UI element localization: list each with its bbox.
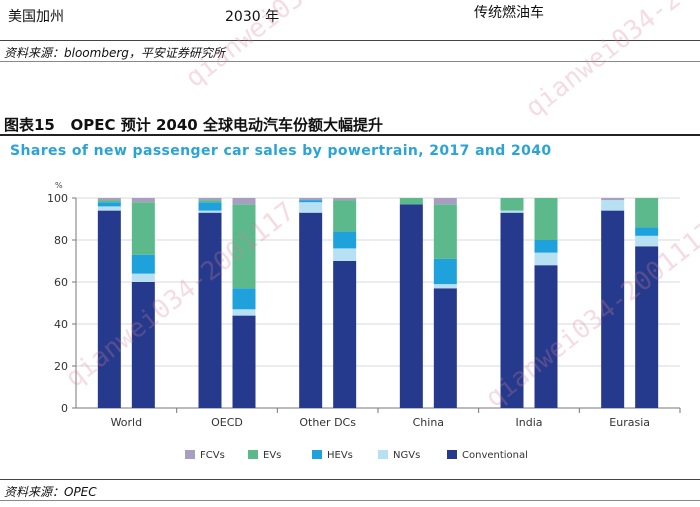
bar-segment-hevs-world-2040 — [131, 254, 155, 274]
bar-segment-fcvs-oecd-2040 — [232, 198, 256, 205]
bar-segment-evs-world-2017 — [97, 200, 121, 203]
y-tick-label: 0 — [61, 402, 68, 415]
bar-segment-ngvs-china-2040 — [433, 284, 457, 289]
bar-segment-ngvs-world-2017 — [97, 206, 121, 211]
bar-segment-fcvs-eurasia-2017 — [601, 198, 625, 201]
bar-segment-conventional-other-dcs-2017 — [299, 212, 323, 408]
bar-segment-evs-other-dcs-2040 — [333, 200, 357, 232]
bar-segment-hevs-oecd-2017 — [198, 202, 222, 211]
bar-segment-evs-oecd-2017 — [198, 200, 222, 203]
y-tick-label: 100 — [47, 192, 68, 205]
figure-title-text: OPEC 预计 2040 全球电动汽车份额大幅提升 — [70, 116, 383, 134]
figure-label: 图表15 — [4, 116, 55, 134]
y-tick-label: 80 — [54, 234, 68, 247]
bar-segment-ngvs-india-2040 — [534, 252, 558, 266]
bar-segment-evs-china-2017 — [399, 198, 423, 205]
bar-segment-conventional-china-2017 — [399, 204, 423, 408]
legend-label-conventional: Conventional — [462, 450, 528, 461]
bar-segment-conventional-other-dcs-2040 — [333, 261, 357, 408]
bar-segment-fcvs-oecd-2017 — [198, 198, 222, 201]
source-note-bottom: 资料来源：OPEC — [4, 485, 97, 499]
bar-segment-hevs-other-dcs-2040 — [333, 231, 357, 249]
bar-segment-conventional-oecd-2017 — [198, 212, 222, 408]
bar-segment-ngvs-india-2017 — [500, 210, 524, 213]
bar-segment-conventional-world-2017 — [97, 210, 121, 408]
bar-segment-fcvs-other-dcs-2017 — [299, 198, 323, 201]
divider — [0, 134, 700, 136]
bar-segment-hevs-india-2040 — [534, 240, 558, 253]
legend-swatch-conventional — [447, 450, 457, 459]
x-tick-label: Other DCs — [299, 416, 356, 429]
legend-swatch-ngvs — [378, 450, 388, 459]
bar-segment-conventional-eurasia-2017 — [601, 210, 625, 408]
bar-segment-ngvs-other-dcs-2040 — [333, 248, 357, 261]
table-cell-vehicle-type: 传统燃油车 — [474, 5, 544, 21]
bar-segment-fcvs-china-2040 — [433, 198, 457, 205]
legend-label-ngvs: NGVs — [393, 450, 420, 461]
bar-segment-fcvs-world-2040 — [131, 198, 155, 203]
y-tick-label: 20 — [54, 360, 68, 373]
bar-segment-evs-india-2017 — [500, 198, 524, 211]
bar-segment-conventional-india-2017 — [500, 212, 524, 408]
x-tick-label: Eurasia — [609, 416, 650, 429]
legend-swatch-hevs — [312, 450, 322, 459]
bar-segment-conventional-china-2040 — [433, 288, 457, 408]
bar-segment-conventional-oecd-2040 — [232, 315, 256, 408]
legend-swatch-evs — [248, 450, 258, 459]
bar-segment-evs-world-2040 — [131, 202, 155, 255]
x-tick-label: World — [111, 416, 143, 429]
bar-segment-ngvs-eurasia-2040 — [635, 235, 659, 247]
bar-segment-hevs-china-2040 — [433, 258, 457, 285]
divider — [0, 61, 700, 62]
bar-segment-evs-eurasia-2040 — [635, 198, 659, 228]
table-cell-year: 2030 年 — [225, 9, 280, 25]
bar-segment-hevs-eurasia-2040 — [635, 227, 659, 236]
y-tick-label: 40 — [54, 318, 68, 331]
chart-title: Shares of new passenger car sales by pow… — [10, 143, 552, 159]
divider — [0, 500, 700, 501]
table-cell-region: 美国加州 — [8, 9, 64, 25]
legend-label-hevs: HEVs — [327, 450, 353, 461]
x-tick-label: India — [516, 416, 543, 429]
figure-title: 图表15 OPEC 预计 2040 全球电动汽车份额大幅提升 — [4, 114, 383, 135]
bar-segment-fcvs-other-dcs-2040 — [333, 198, 357, 201]
bar-segment-ngvs-oecd-2040 — [232, 309, 256, 316]
bar-segment-ngvs-world-2040 — [131, 273, 155, 282]
divider — [0, 40, 700, 41]
legend-label-fcvs: FCVs — [200, 450, 225, 461]
top-table-row: 美国加州 2030 年 传统燃油车 — [0, 0, 700, 40]
bar-segment-evs-india-2040 — [534, 198, 558, 240]
bar-segment-ngvs-other-dcs-2017 — [299, 202, 323, 213]
stacked-bar-chart: % 0 20 40 60 80 100 World OECD Other DCs China Indi… — [47, 181, 681, 461]
bar-segment-conventional-eurasia-2040 — [635, 246, 659, 408]
bar-segment-ngvs-eurasia-2017 — [601, 200, 625, 211]
legend-label-evs: EVs — [263, 450, 281, 461]
y-axis-unit-label: % — [55, 181, 63, 190]
bar-segment-conventional-world-2040 — [131, 282, 155, 408]
x-tick-label: China — [413, 416, 444, 429]
bar-segment-ngvs-oecd-2017 — [198, 210, 222, 213]
x-tick-label: OECD — [211, 416, 243, 429]
bar-segment-fcvs-world-2017 — [97, 198, 121, 201]
y-tick-label: 60 — [54, 276, 68, 289]
bar-segment-hevs-world-2017 — [97, 202, 121, 207]
bar-segment-evs-oecd-2040 — [232, 204, 256, 289]
bar-segment-conventional-india-2040 — [534, 265, 558, 408]
source-note-top: 资料来源：bloomberg，平安证券研究所 — [4, 46, 225, 60]
bar-segment-evs-china-2040 — [433, 204, 457, 259]
bar-segment-hevs-other-dcs-2017 — [299, 200, 323, 203]
divider — [0, 479, 700, 480]
bar-segment-hevs-oecd-2040 — [232, 288, 256, 310]
legend-swatch-fcvs — [185, 450, 195, 459]
